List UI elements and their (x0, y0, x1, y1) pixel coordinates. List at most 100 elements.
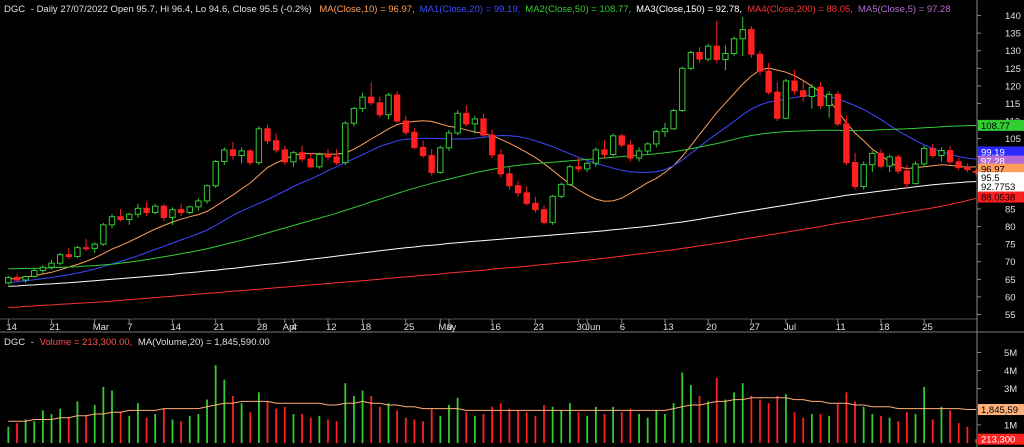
price-value-tag-bg (978, 155, 1024, 167)
volume-bar (482, 414, 485, 443)
candle-body (454, 112, 461, 134)
candle-body (368, 96, 375, 104)
volume-bar (378, 406, 381, 443)
volume-value-tag: 213,300 (981, 435, 1015, 446)
volume-bar (396, 410, 399, 443)
candle-body (324, 153, 332, 158)
volume-bar (638, 414, 640, 443)
volume-bar (301, 414, 303, 443)
candle-body (653, 131, 660, 145)
volume-bar (741, 383, 744, 443)
candle-body (869, 152, 876, 166)
volume-bar (897, 421, 900, 443)
candle-body (946, 150, 954, 163)
y-tick-label: 80 (1005, 222, 1016, 233)
x-tick-label: 14 (6, 322, 17, 333)
volume-bar (473, 415, 476, 443)
volume-bar (145, 417, 148, 443)
volume-bar (776, 395, 779, 443)
volume-bar (828, 415, 831, 443)
volume-value-tag-bg (978, 404, 1024, 416)
volume-bar (880, 415, 882, 443)
ma-line-ma4close200 (8, 197, 977, 308)
volume-bar (59, 408, 62, 443)
candle-body (817, 86, 824, 107)
volume-bar (836, 403, 839, 443)
candle-body (558, 183, 565, 197)
volume-bar (154, 414, 157, 443)
volume-bar (292, 414, 295, 443)
y-tick-label: 135 (1005, 29, 1021, 40)
candle-body (687, 51, 695, 69)
candle-body (13, 277, 21, 281)
x-tick-label: 23 (533, 322, 544, 333)
price-value-tag: 92.7753 (981, 182, 1015, 193)
volume-bar (854, 401, 856, 443)
candle-body (592, 149, 600, 164)
header-symbol: DGC (4, 4, 25, 15)
volume-bar (664, 414, 666, 443)
volume-bar (819, 414, 822, 443)
volume-bar (232, 395, 234, 443)
volume-ma-line (8, 397, 976, 422)
x-tick-label: 4 (291, 322, 296, 333)
candle-body (307, 158, 314, 168)
candle-body (782, 80, 790, 119)
volume-bar (551, 406, 554, 443)
candle-body (48, 262, 55, 268)
volume-bar (767, 403, 770, 443)
x-tick-label: Jun (585, 322, 600, 333)
volume-bar (344, 383, 347, 443)
x-tick-label: 25 (922, 322, 933, 333)
volume-bar (128, 415, 131, 443)
candle-body (514, 185, 522, 194)
volume-bar (672, 403, 675, 443)
candle-body (143, 207, 150, 213)
volume-ma-line (8, 397, 976, 422)
header-ma-label: MA4(Close,200) = 88.05, (747, 4, 853, 15)
volume-bar (16, 423, 18, 443)
volume-bar (361, 390, 364, 443)
candle-body (488, 134, 496, 156)
volume-y-tick-label: 4M (1004, 366, 1017, 377)
volume-bar (370, 395, 373, 443)
volume-bar (845, 392, 848, 443)
price-value-tag: 88.0538 (981, 193, 1015, 204)
x-tick-label: 12 (326, 322, 337, 333)
price-value-tag: 96.97 (981, 165, 1005, 176)
x-tick-label: Apr (283, 322, 298, 333)
x-tick-label: 21 (214, 322, 225, 333)
candle-body (972, 170, 980, 173)
candle-body (601, 149, 608, 155)
candle-body (82, 247, 90, 250)
candle-body (955, 161, 962, 168)
price-value-tag-bg (978, 163, 1024, 175)
volume-bar (67, 417, 70, 443)
candle-body (584, 162, 591, 170)
volume-bar (387, 403, 390, 443)
volume-bar (353, 395, 355, 443)
candle-body (851, 162, 859, 187)
candle-body (333, 156, 340, 164)
price-value-tag-bg (978, 191, 1024, 203)
volume-bar (698, 395, 701, 443)
volume-bar (275, 408, 278, 443)
candle-body (290, 152, 297, 163)
candle-body (635, 150, 643, 159)
volume-bar (871, 414, 874, 443)
candle-body (800, 90, 807, 97)
candle-body (463, 112, 470, 125)
candle-body (523, 192, 530, 204)
candle-body (808, 86, 816, 97)
candle-body (791, 80, 798, 92)
candle-body (471, 118, 479, 125)
volume-bar (491, 406, 494, 443)
volume-bar (180, 421, 183, 443)
volume-bar (750, 395, 753, 443)
price-value-tag-bg (978, 119, 1024, 131)
candle-body (713, 45, 720, 61)
candle-body (920, 147, 928, 165)
